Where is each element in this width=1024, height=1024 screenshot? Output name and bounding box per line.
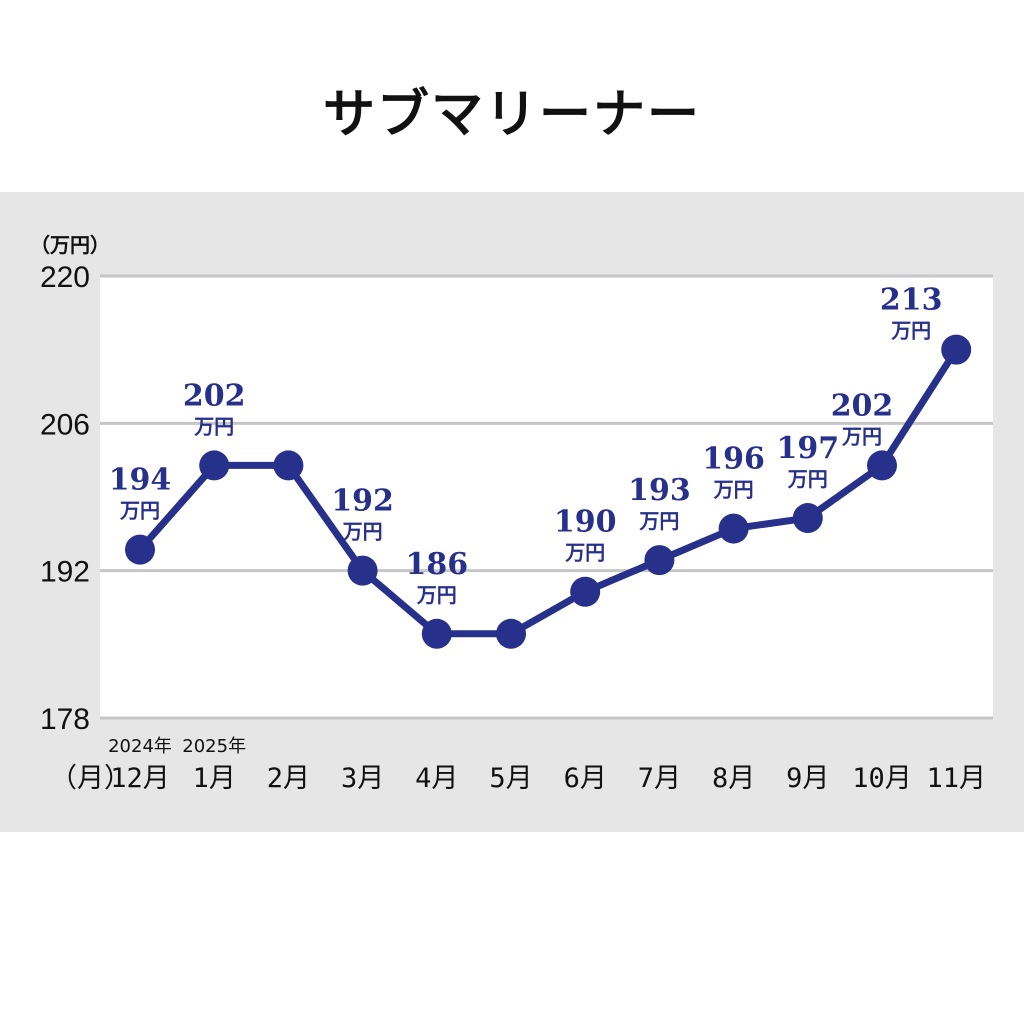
- y-axis-unit-label: （万円）: [30, 233, 110, 257]
- data-label-unit: 万円: [416, 583, 457, 607]
- x-tick-label: 11月: [926, 763, 986, 794]
- y-tick-label: 220: [40, 261, 90, 294]
- data-point: [792, 503, 823, 534]
- x-tick-label: 8月: [712, 763, 755, 794]
- data-label-unit: 万円: [787, 467, 828, 491]
- data-point: [496, 618, 526, 649]
- data-point: [421, 618, 452, 649]
- data-point: [644, 545, 675, 576]
- data-label-value: 186: [405, 547, 468, 582]
- data-point: [125, 534, 155, 565]
- plot-area: [100, 276, 993, 718]
- x-tick-label: 12月: [110, 763, 170, 794]
- data-label-unit: 万円: [638, 509, 679, 533]
- data-label-value: 194: [109, 463, 172, 498]
- data-point: [199, 450, 230, 481]
- data-point: [347, 555, 378, 586]
- data-point: [941, 334, 972, 365]
- x-tick-label: 10月: [852, 763, 912, 794]
- data-point: [570, 576, 601, 607]
- x-tick-label: 9月: [786, 763, 829, 794]
- x-tick-label: 5月: [489, 763, 532, 794]
- data-label-unit: 万円: [713, 478, 754, 502]
- x-axis-unit-label: （月）: [50, 763, 131, 794]
- data-point: [867, 450, 897, 481]
- y-tick-label: 178: [40, 703, 90, 736]
- y-tick-label: 206: [40, 408, 90, 441]
- data-label-value: 192: [331, 484, 394, 519]
- data-point: [718, 513, 749, 544]
- data-label-unit: 万円: [193, 414, 234, 438]
- x-tick-label: 2月: [267, 763, 310, 794]
- data-label-value: 196: [702, 442, 765, 477]
- y-tick-label: 192: [40, 556, 90, 589]
- data-label-value: 202: [831, 388, 894, 423]
- data-label-unit: 万円: [841, 424, 882, 448]
- data-label-value: 197: [776, 431, 839, 466]
- x-tick-label: 3月: [341, 763, 384, 794]
- x-tick-label: 1月: [193, 763, 236, 794]
- year-label: 2025年: [182, 736, 246, 757]
- data-label-unit: 万円: [890, 319, 931, 343]
- x-tick-label: 4月: [415, 763, 458, 794]
- x-tick-label: 6月: [564, 763, 607, 794]
- data-label-value: 190: [554, 505, 617, 540]
- data-point: [273, 450, 304, 481]
- data-label-unit: 万円: [342, 520, 383, 544]
- data-label-unit: 万円: [564, 541, 605, 565]
- year-label: 2024年: [108, 736, 172, 757]
- data-label-value: 193: [628, 473, 691, 508]
- chart-title: サブマリーナー: [322, 85, 701, 145]
- data-label-unit: 万円: [119, 499, 160, 523]
- data-label-value: 213: [880, 283, 943, 318]
- data-label-value: 202: [183, 378, 246, 413]
- x-tick-label: 7月: [638, 763, 681, 794]
